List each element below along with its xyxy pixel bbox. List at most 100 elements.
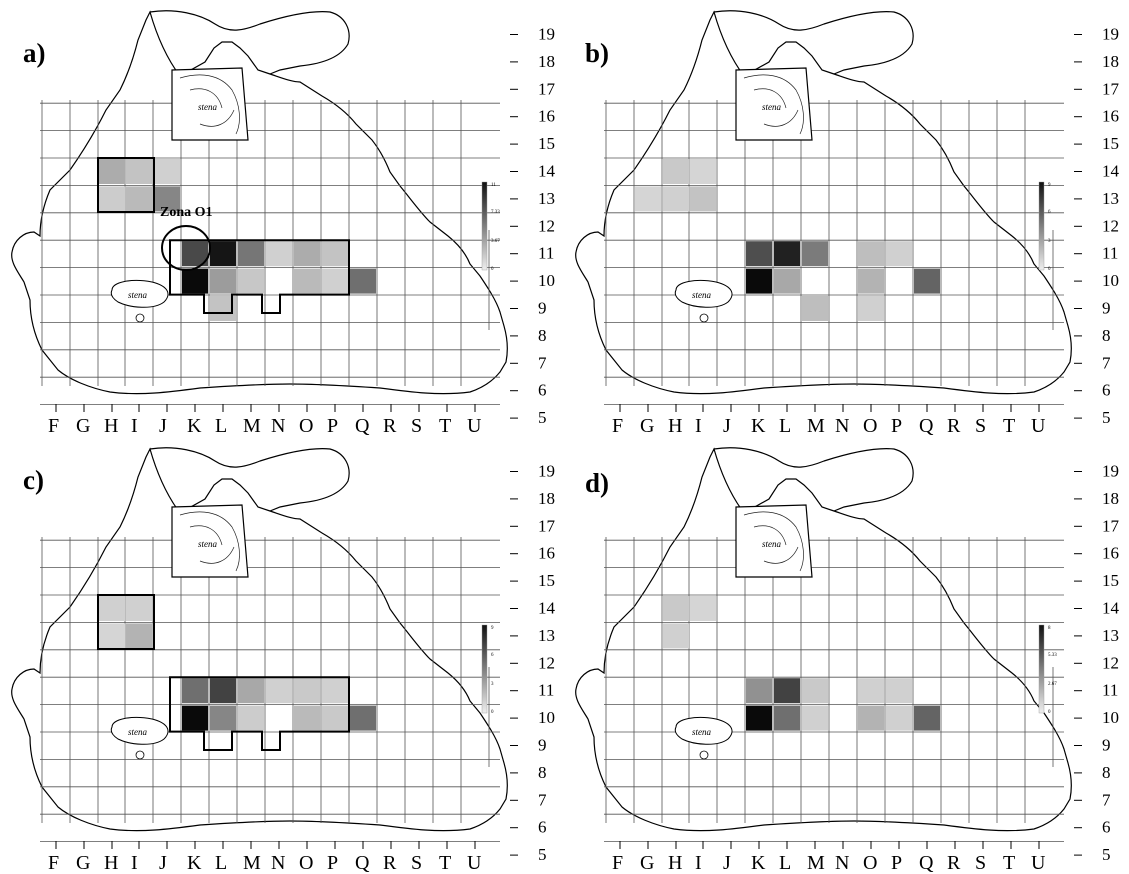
col-label: U — [1031, 852, 1046, 874]
value-cell — [126, 596, 152, 621]
scale-max: 8 — [1048, 626, 1051, 631]
col-label: L — [215, 852, 227, 874]
value-cell — [210, 268, 236, 294]
row-label: 9 — [538, 736, 547, 755]
row-label: 19 — [538, 25, 555, 44]
row-label: 10 — [538, 271, 555, 290]
panel-d: stena stena d) F G H I J K L M N O P Q R S T U 19 18 17 16 15 14… — [564, 437, 1128, 874]
row-label: 9 — [538, 299, 547, 318]
stena-label: stena — [128, 290, 147, 300]
stena-lower-marker — [135, 313, 145, 323]
col-label: G — [76, 415, 90, 437]
value-cell — [663, 596, 689, 621]
col-label: I — [695, 852, 702, 874]
row-label: 11 — [538, 681, 554, 700]
stena-label: stena — [198, 539, 217, 549]
row-label: 7 — [538, 790, 547, 809]
value-cell — [266, 678, 292, 704]
row-label: 5 — [538, 408, 547, 427]
col-label: K — [187, 415, 202, 437]
value-cell — [126, 159, 152, 184]
row-label: 12 — [538, 216, 555, 235]
row-label: 13 — [538, 626, 555, 645]
col-label: R — [383, 415, 397, 437]
value-cell — [322, 705, 348, 731]
row-label: 7 — [1102, 790, 1111, 809]
value-cell — [746, 241, 772, 267]
col-label: F — [612, 415, 623, 437]
col-label: J — [159, 415, 167, 437]
value-cell — [746, 268, 772, 294]
row-label: 10 — [1102, 271, 1119, 290]
stena-feature-upper: stena — [171, 504, 249, 578]
value-cell — [858, 296, 884, 321]
row-label: 5 — [1102, 845, 1111, 864]
stena-upper-hatching — [743, 74, 804, 135]
value-cell — [182, 678, 208, 704]
value-cell — [99, 159, 125, 184]
row-label: 11 — [1102, 244, 1118, 263]
col-label: P — [891, 415, 902, 437]
row-label: 15 — [538, 571, 555, 590]
row-label: 7 — [538, 353, 547, 372]
col-label: H — [668, 852, 682, 874]
value-cell — [690, 159, 716, 184]
row-label: 13 — [1102, 189, 1119, 208]
row-label: 10 — [1102, 708, 1119, 727]
panel-c: stena stena c) F G H I J K L M N O P Q R S T U 19 18 17 16 15 14… — [0, 437, 564, 874]
col-label: S — [975, 415, 986, 437]
color-scale-bar — [1038, 624, 1045, 714]
col-label: O — [863, 852, 877, 874]
row-label: 14 — [1102, 599, 1120, 618]
value-cell — [886, 678, 912, 704]
panel-a: stena stena Zona O1 a) F G H I J K L M N O P Q R S T U 19 18 1… — [0, 0, 564, 437]
row-label: 18 — [1102, 52, 1119, 71]
scale-max: 9 — [1048, 183, 1051, 188]
col-label: P — [327, 852, 338, 874]
value-cell — [99, 596, 125, 621]
row-label: 15 — [1102, 134, 1119, 153]
value-cell — [266, 241, 292, 267]
stena-label: stena — [692, 727, 711, 737]
row-label: 17 — [538, 79, 556, 98]
col-label: T — [439, 852, 451, 874]
row-label: 16 — [538, 107, 555, 126]
col-label: N — [835, 852, 849, 874]
col-label: J — [723, 415, 731, 437]
row-label: 6 — [538, 381, 547, 400]
row-label: 17 — [1102, 79, 1120, 98]
value-cell — [774, 678, 800, 704]
scale-max: 11 — [491, 183, 496, 188]
col-label: R — [947, 852, 961, 874]
col-label: K — [187, 852, 202, 874]
value-cell — [294, 241, 320, 267]
scale-max: 9 — [491, 626, 494, 631]
row-label: 8 — [1102, 763, 1111, 782]
col-label: S — [975, 852, 986, 874]
panel-b: stena stena b) F G H I J K L M N O P Q R S T U 19 18 17 16 15 14… — [564, 0, 1128, 437]
stena-label: stena — [762, 539, 781, 549]
scale-mid-high: 6 — [491, 653, 494, 658]
col-label: U — [467, 852, 482, 874]
stena-feature-lower: stena — [674, 716, 733, 760]
row-label: 10 — [538, 708, 555, 727]
zone-outline-left — [97, 594, 155, 650]
zone-outline-main — [169, 239, 350, 314]
stena-lower-marker — [699, 313, 709, 323]
row-label: 8 — [1102, 326, 1111, 345]
col-label: N — [271, 415, 285, 437]
col-label: L — [779, 415, 791, 437]
row-label: 19 — [538, 462, 555, 481]
value-cell — [238, 241, 264, 267]
col-label: I — [695, 415, 702, 437]
stena-upper-hatching — [179, 511, 240, 572]
scale-min: 0 — [491, 710, 494, 715]
value-cell — [210, 241, 236, 267]
stena-label: stena — [692, 290, 711, 300]
map-svg-c: stena stena c) F G H I J K L M N O P Q R S T U 19 18 17 16 15 14… — [11, 447, 556, 874]
color-scale-bar — [481, 624, 488, 714]
row-label: 18 — [538, 489, 555, 508]
scale-mid-low: 3 — [491, 682, 494, 687]
col-label: Q — [355, 415, 370, 437]
